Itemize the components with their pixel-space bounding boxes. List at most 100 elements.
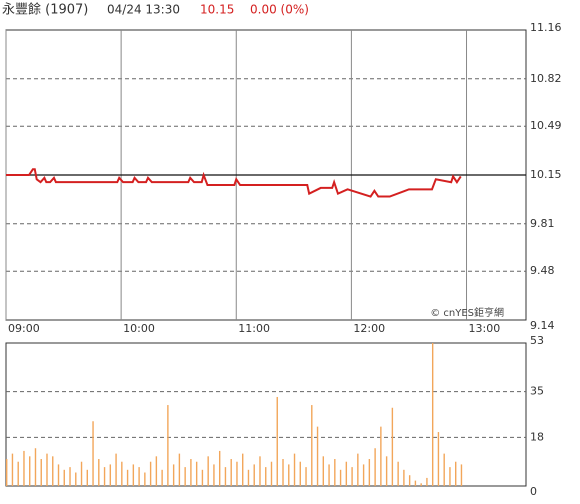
- volume-bar: [126, 469, 129, 486]
- x-tick-label: 10:00: [123, 322, 155, 335]
- y-tick-label: 35: [530, 385, 544, 398]
- volume-bar: [201, 469, 204, 486]
- volume-bar: [316, 426, 319, 486]
- volume-bar: [190, 459, 192, 486]
- volume-bar: [224, 467, 227, 486]
- volume-bar: [311, 405, 313, 486]
- volume-bar: [34, 448, 37, 486]
- volume-bar: [172, 464, 175, 486]
- y-tick-label: 11.16: [530, 21, 562, 34]
- volume-bar: [29, 456, 31, 486]
- volume-bar: [109, 464, 112, 486]
- volume-bar: [431, 343, 434, 486]
- volume-bar: [167, 405, 169, 486]
- volume-bar: [276, 396, 278, 486]
- y-tick-label: 9.81: [530, 217, 555, 230]
- quote-time: 04/24 13:30: [107, 3, 180, 17]
- volume-bar: [17, 461, 19, 486]
- y-tick-label: 9.48: [530, 264, 555, 277]
- y-tick-label: 10.49: [530, 119, 562, 132]
- volume-bar: [247, 469, 250, 486]
- volume-bar: [282, 459, 284, 486]
- watermark: © cnYES鉅亨網: [430, 306, 504, 319]
- volume-bar: [242, 453, 244, 486]
- volume-bar: [149, 461, 152, 486]
- volume-bar: [57, 464, 60, 486]
- volume-bar: [374, 448, 376, 486]
- y-tick-label: 9.14: [530, 319, 555, 332]
- volume-bar: [322, 456, 325, 486]
- volume-bar: [144, 472, 146, 486]
- volume-bar: [391, 407, 394, 486]
- y-tick-label: 18: [530, 430, 544, 443]
- volume-bar: [426, 477, 428, 486]
- quote-price: 10.15: [200, 3, 234, 17]
- volume-bar: [299, 461, 301, 486]
- volume-bar: [46, 453, 48, 486]
- volume-bar: [449, 467, 451, 486]
- volume-bar: [6, 459, 8, 486]
- volume-bar: [339, 469, 342, 486]
- volume-bar: [218, 450, 221, 486]
- x-tick-label: 12:00: [353, 322, 385, 335]
- volume-bar: [385, 456, 388, 486]
- volume-bar: [213, 464, 215, 486]
- volume-bar: [397, 461, 399, 486]
- volume-bar: [414, 480, 417, 486]
- volume-bar: [380, 426, 382, 486]
- volume-bar: [351, 467, 353, 486]
- volume-bar: [230, 459, 232, 486]
- volume-bar: [98, 459, 100, 486]
- y-tick-label: 10.15: [530, 168, 562, 181]
- y-tick-label: 10.82: [530, 72, 562, 85]
- x-tick-label: 09:00: [8, 322, 40, 335]
- volume-bar: [52, 456, 54, 486]
- panel: [5, 342, 527, 487]
- volume-bar: [253, 464, 255, 486]
- volume-bar: [11, 453, 14, 486]
- volume-bar: [357, 453, 359, 486]
- volume-bar: [408, 475, 411, 486]
- volume-bar: [121, 461, 123, 486]
- volume-bar: [75, 472, 77, 486]
- volume-bar: [437, 432, 440, 486]
- volume-bar: [443, 453, 445, 486]
- y-tick-label: 53: [530, 334, 544, 347]
- volume-bar: [270, 461, 273, 486]
- volume-bar: [138, 467, 140, 486]
- volume-bar: [455, 461, 457, 486]
- volume-bar: [155, 456, 158, 486]
- price-line: [6, 168, 462, 198]
- volume-bar: [334, 459, 336, 486]
- volume-bar: [420, 483, 422, 486]
- volume-bar: [69, 467, 71, 486]
- volume-bar: [362, 464, 365, 486]
- x-tick-label: 11:00: [238, 322, 270, 335]
- volume-bar: [293, 453, 296, 486]
- volume-bar: [259, 456, 261, 486]
- volume-bar: [328, 464, 330, 486]
- volume-bar: [460, 464, 463, 486]
- volume-bar: [184, 467, 186, 486]
- stock-name: 永豐餘 (1907): [2, 2, 88, 18]
- volume-bar: [305, 467, 307, 486]
- volume-bar: [161, 469, 163, 486]
- volume-bar: [288, 464, 290, 486]
- volume-bar: [195, 461, 198, 486]
- volume-bar: [132, 464, 135, 486]
- x-tick-label: 13:00: [469, 322, 501, 335]
- volume-bar: [265, 467, 267, 486]
- volume-bar: [63, 469, 65, 486]
- volume-bar: [403, 469, 405, 486]
- volume-bar: [86, 469, 88, 486]
- volume-bar: [80, 461, 83, 486]
- volume-bar: [103, 467, 106, 486]
- volume-bar: [40, 459, 42, 486]
- volume-bar: [23, 450, 25, 486]
- volume-bar: [368, 459, 371, 486]
- volume-bar: [345, 461, 348, 486]
- volume-bar: [178, 453, 181, 486]
- quote-change: 0.00 (0%): [250, 3, 309, 17]
- y-tick-label: 0: [530, 485, 537, 498]
